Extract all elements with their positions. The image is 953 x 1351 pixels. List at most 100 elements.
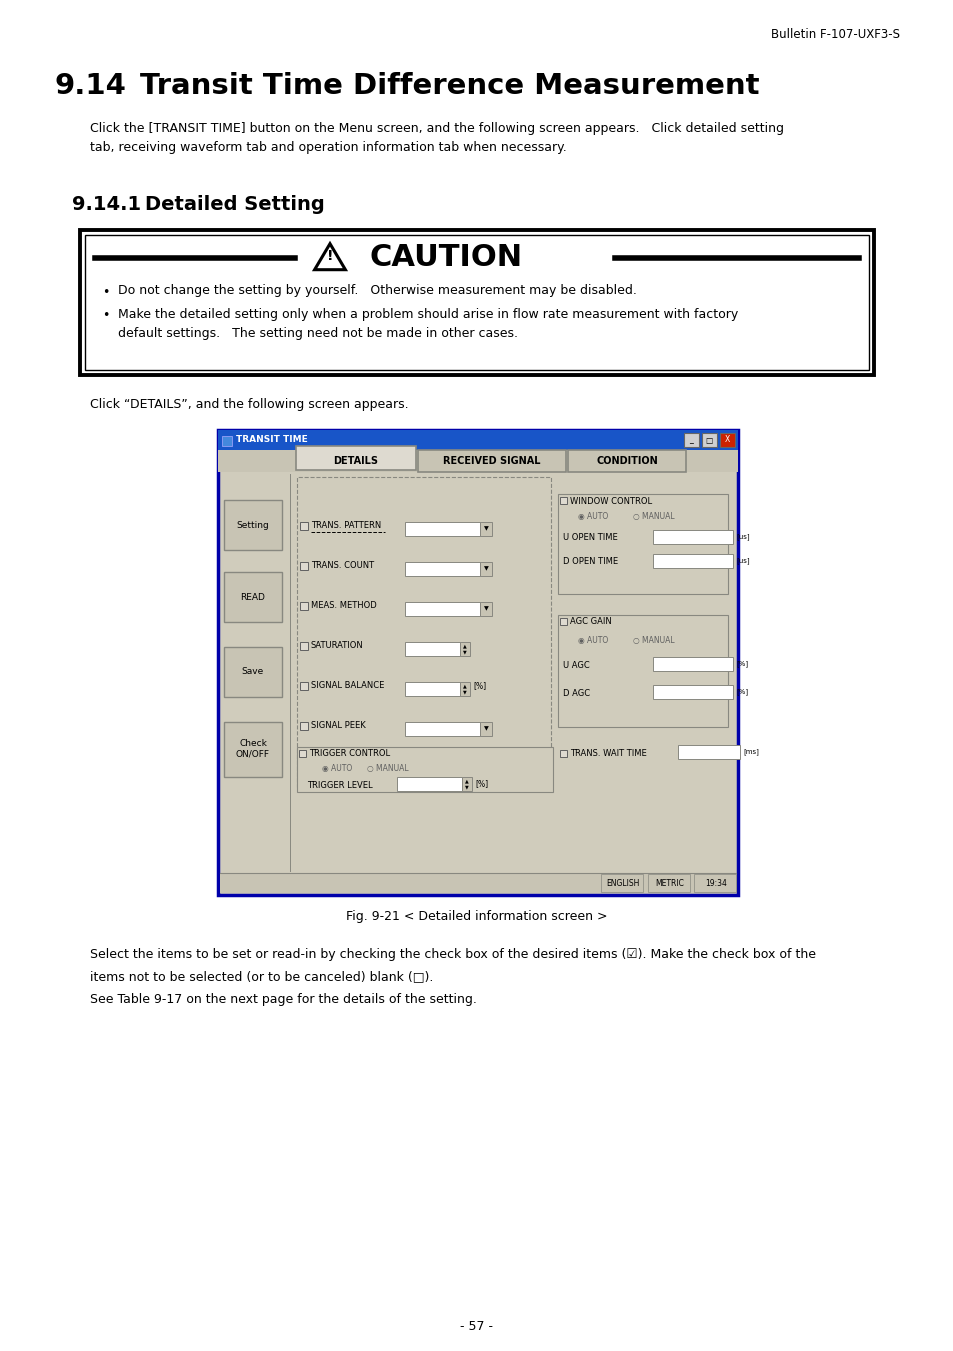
Bar (559, 750, 566, 757)
Text: Transit Time Difference Measurement: Transit Time Difference Measurement (140, 72, 759, 100)
Bar (652, 530, 732, 544)
Text: ENGLISH: ENGLISH (606, 880, 639, 889)
Text: ▼: ▼ (483, 727, 488, 731)
Bar (299, 562, 308, 570)
Text: Fig. 9-21 < Detailed information screen >: Fig. 9-21 < Detailed information screen … (346, 911, 607, 923)
Text: TRANS. PATTERN: TRANS. PATTERN (311, 521, 381, 531)
Text: - 57 -: - 57 - (460, 1320, 493, 1333)
Bar (396, 777, 461, 790)
Text: Select the items to be set or read-in by checking the check box of the desired i: Select the items to be set or read-in by… (90, 948, 815, 961)
Text: □: □ (704, 435, 712, 444)
Bar (224, 500, 282, 550)
Text: ▼: ▼ (483, 566, 488, 571)
Bar (295, 446, 416, 470)
Text: SATURATION: SATURATION (311, 642, 363, 650)
Text: ○ MANUAL: ○ MANUAL (633, 512, 674, 520)
Text: TRIGGER LEVEL: TRIGGER LEVEL (307, 781, 373, 789)
Text: [%]: [%] (735, 689, 747, 696)
Text: READ: READ (240, 593, 265, 601)
Text: _: _ (688, 435, 692, 444)
Text: ▼: ▼ (465, 785, 468, 789)
Bar (405, 682, 459, 696)
Text: ◉ AUTO: ◉ AUTO (322, 765, 352, 774)
Text: 19:34: 19:34 (704, 880, 726, 889)
Text: •: • (102, 286, 110, 299)
Text: X: X (723, 435, 729, 444)
Bar (218, 450, 738, 471)
Text: ▼: ▼ (462, 689, 466, 694)
Text: Save: Save (242, 667, 264, 677)
Bar (221, 471, 734, 873)
Bar (299, 682, 308, 690)
Text: ▲: ▲ (465, 778, 468, 784)
Text: Do not change the setting by yourself.   Otherwise measurement may be disabled.: Do not change the setting by yourself. O… (118, 284, 637, 297)
Text: [%]: [%] (473, 681, 486, 690)
Bar (417, 450, 565, 471)
Text: D OPEN TIME: D OPEN TIME (562, 558, 618, 566)
Text: METRIC: METRIC (655, 880, 683, 889)
Bar (298, 750, 306, 757)
Bar (479, 603, 492, 616)
Text: Click “DETAILS”, and the following screen appears.: Click “DETAILS”, and the following scree… (90, 399, 408, 411)
Text: CONDITION: CONDITION (596, 457, 658, 466)
Bar (701, 434, 717, 447)
Text: [%]: [%] (735, 661, 747, 667)
Bar (405, 521, 479, 536)
Bar (222, 436, 232, 446)
Text: Check
ON/OFF: Check ON/OFF (235, 739, 270, 759)
Text: RECEIVED SIGNAL: RECEIVED SIGNAL (443, 457, 540, 466)
Text: ◉ AUTO: ◉ AUTO (578, 512, 608, 520)
Bar (683, 434, 699, 447)
Bar (405, 721, 479, 736)
Text: ○ MANUAL: ○ MANUAL (633, 635, 674, 644)
Text: TRANS. WAIT TIME: TRANS. WAIT TIME (569, 750, 646, 758)
Text: MEAS. METHOD: MEAS. METHOD (311, 601, 376, 611)
Text: 9.14.1: 9.14.1 (71, 195, 141, 213)
Bar (652, 657, 732, 671)
Bar (479, 721, 492, 736)
Text: ◉ AUTO: ◉ AUTO (578, 635, 608, 644)
Text: CAUTION: CAUTION (370, 243, 522, 273)
Text: 9.14: 9.14 (55, 72, 127, 100)
Bar (647, 874, 689, 892)
Text: ▼: ▼ (462, 650, 466, 654)
Bar (559, 617, 566, 626)
Bar (299, 642, 308, 650)
Bar (558, 494, 727, 594)
Bar (720, 434, 734, 447)
Text: DETAILS: DETAILS (334, 457, 378, 466)
Bar (678, 744, 740, 759)
Text: See Table 9-17 on the next page for the details of the setting.: See Table 9-17 on the next page for the … (90, 993, 476, 1006)
Text: ○ MANUAL: ○ MANUAL (367, 765, 408, 774)
Text: ▲: ▲ (462, 684, 466, 689)
Bar (567, 450, 685, 471)
Bar (85, 235, 868, 370)
Bar (558, 615, 727, 727)
Bar (459, 642, 470, 657)
Bar (405, 603, 479, 616)
Text: [%]: [%] (475, 780, 488, 789)
Text: Setting: Setting (236, 520, 269, 530)
Text: !: ! (327, 249, 333, 263)
Bar (224, 571, 282, 621)
Bar (299, 603, 308, 611)
Bar (479, 521, 492, 536)
Bar (461, 777, 472, 790)
Text: ▲: ▲ (462, 643, 466, 648)
Bar (459, 682, 470, 696)
Text: items not to be selected (or to be canceled) blank (□).: items not to be selected (or to be cance… (90, 970, 433, 984)
Text: [us]: [us] (735, 558, 749, 565)
Text: [ms]: [ms] (742, 748, 758, 755)
Bar (479, 562, 492, 576)
Text: D AGC: D AGC (562, 689, 590, 697)
Text: [us]: [us] (735, 534, 749, 540)
Bar (693, 874, 735, 892)
Text: ▼: ▼ (483, 607, 488, 612)
Bar (405, 562, 479, 576)
Text: SIGNAL PEEK: SIGNAL PEEK (311, 721, 365, 731)
Text: TRIGGER CONTROL: TRIGGER CONTROL (309, 750, 390, 758)
Text: Bulletin F-107-UXF3-S: Bulletin F-107-UXF3-S (770, 28, 899, 41)
Bar (652, 685, 732, 698)
Text: U OPEN TIME: U OPEN TIME (562, 534, 618, 543)
Bar (80, 230, 873, 376)
